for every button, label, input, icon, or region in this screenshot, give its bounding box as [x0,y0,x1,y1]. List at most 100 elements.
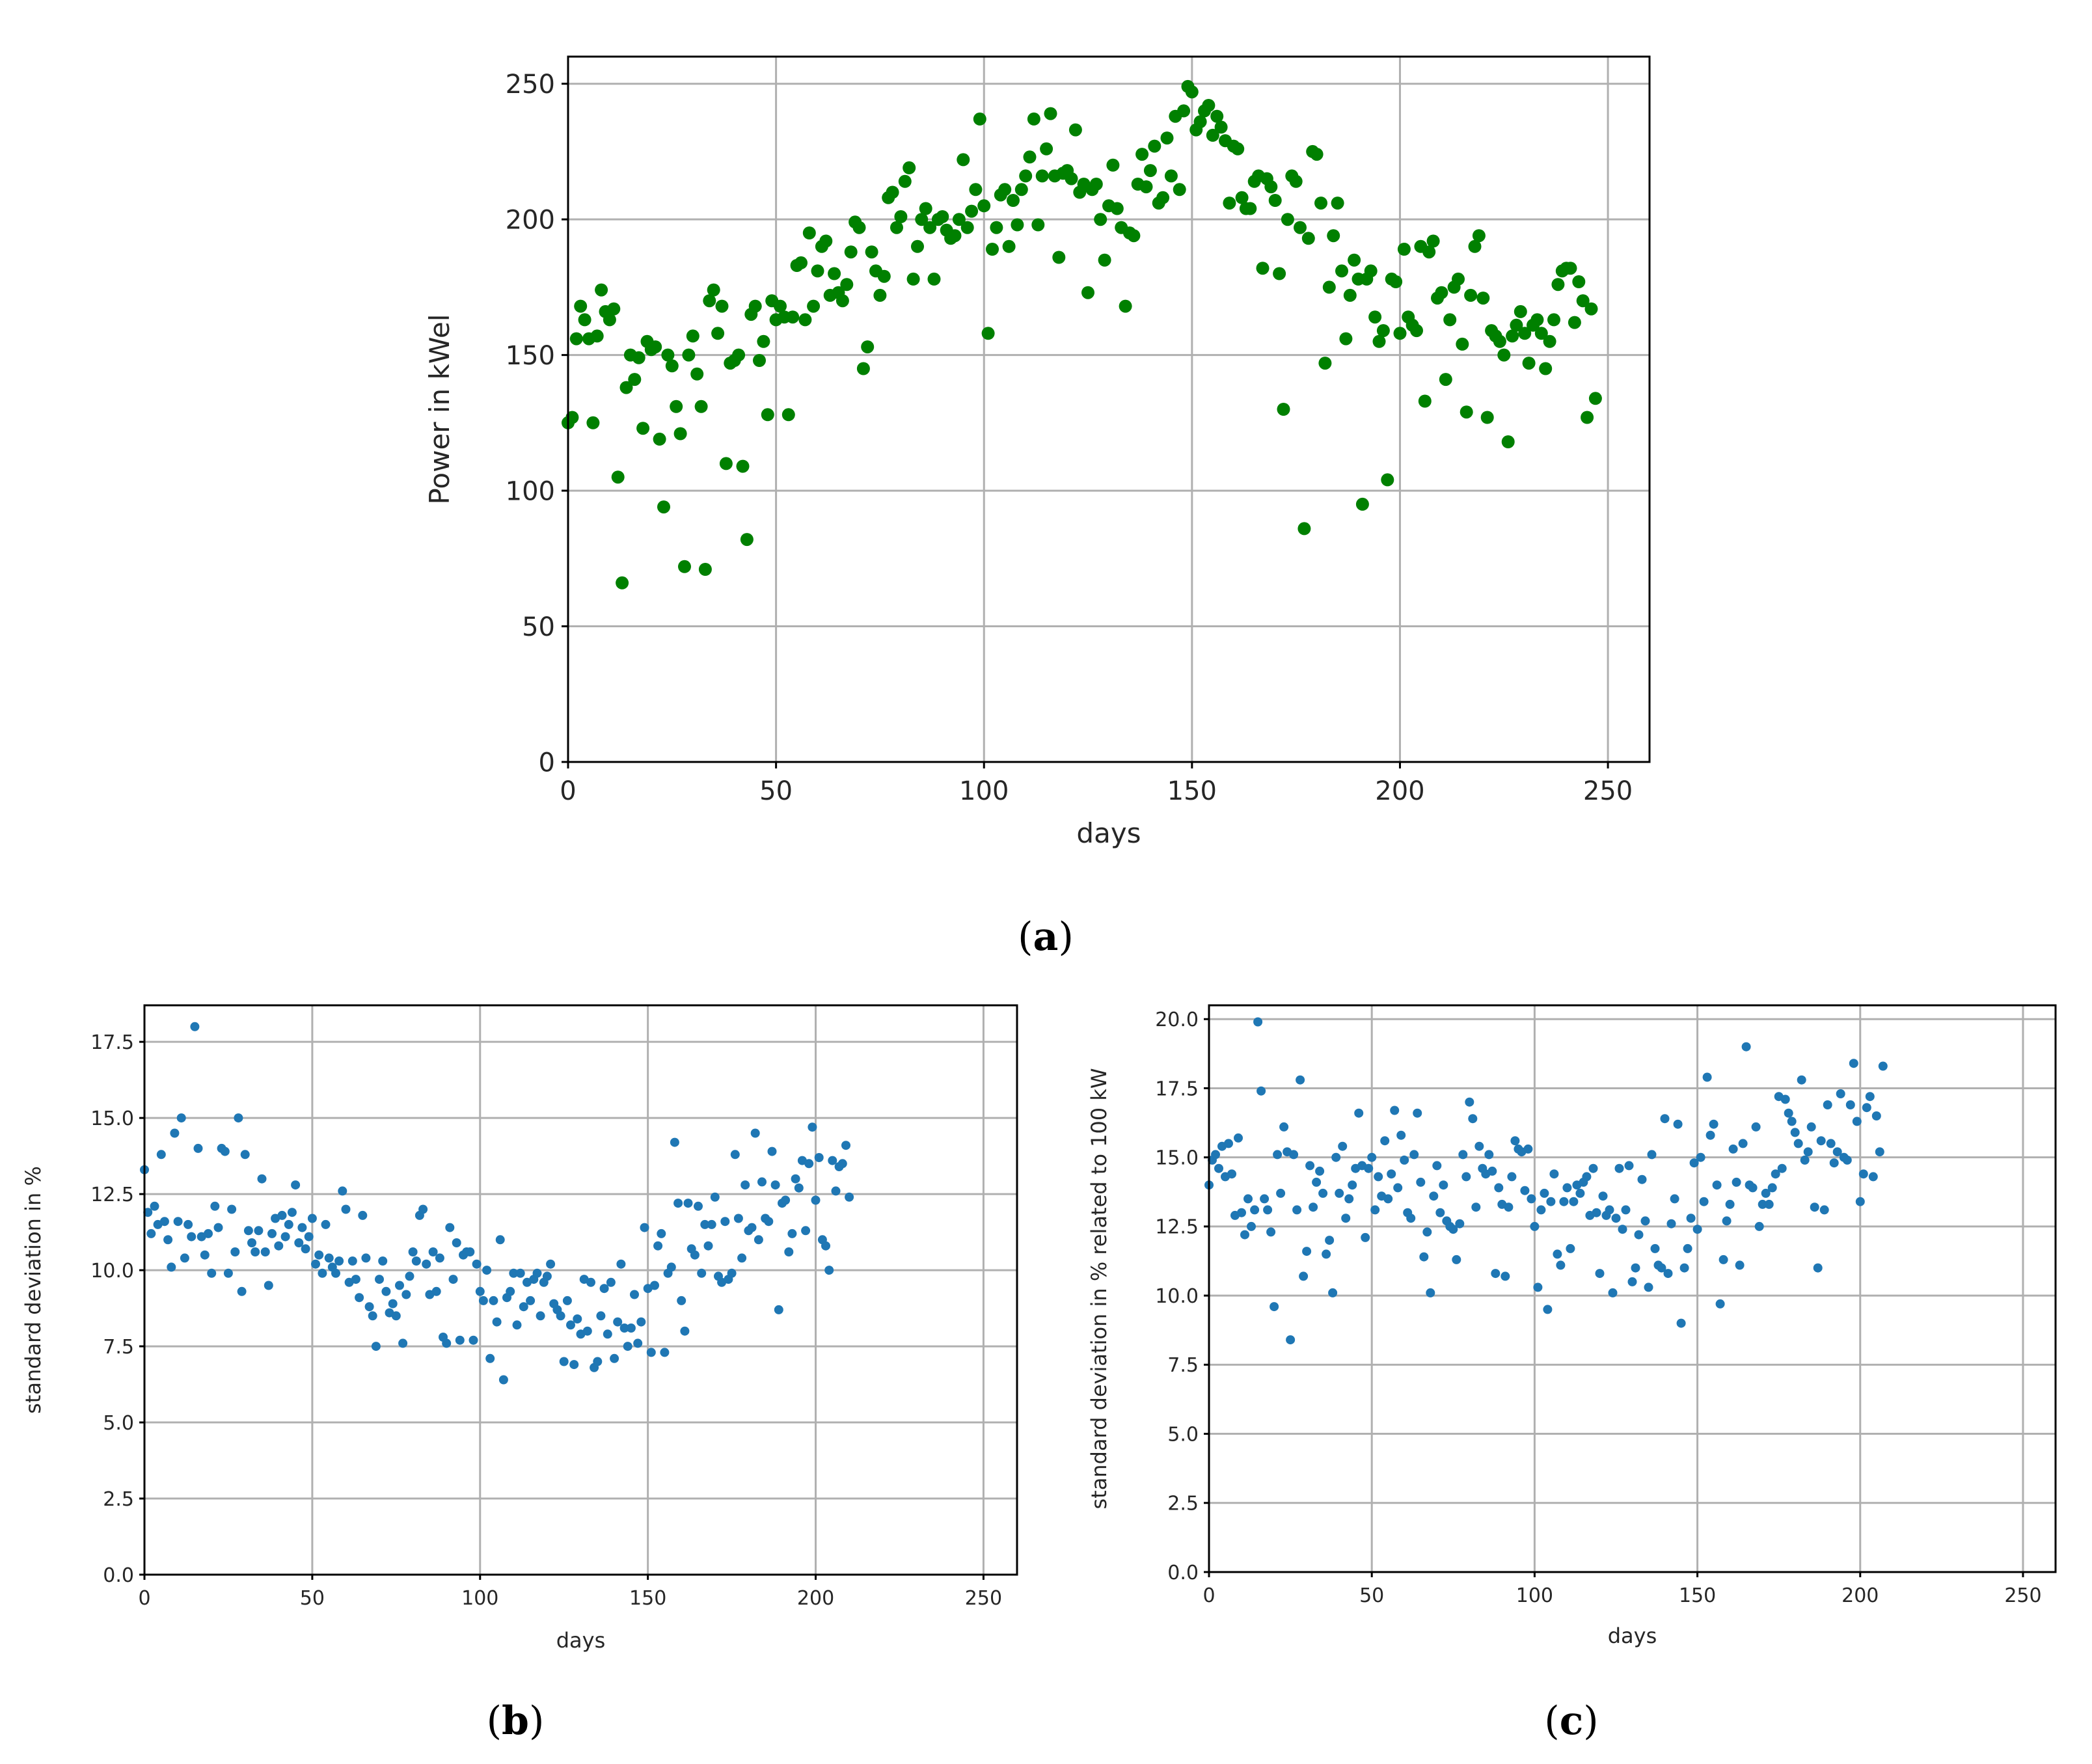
data-point [599,1284,609,1294]
x-tick-label: 200 [797,1587,834,1610]
data-point [562,1296,572,1305]
data-point [1771,1169,1780,1179]
y-tick-label: 20.0 [1155,1009,1199,1031]
data-point [200,1250,210,1260]
data-point [981,327,995,340]
data-point [391,1311,401,1321]
data-point [786,310,800,324]
data-point [903,161,916,174]
data-point [764,1217,774,1227]
data-point [1543,1305,1553,1314]
data-point [1211,1150,1220,1160]
data-point [707,283,720,297]
x-axis-label: days [556,1628,606,1653]
data-point [1202,99,1216,112]
data-point [1372,334,1386,348]
data-point [159,1217,169,1227]
data-point [156,1150,166,1160]
data-point [828,1156,837,1165]
data-point [1250,1205,1260,1215]
data-point [331,1268,340,1278]
data-point [1281,213,1294,226]
data-point [673,427,687,441]
data-point [1761,1188,1771,1198]
data-point [682,348,696,362]
data-point [1553,1249,1562,1259]
data-point [1823,1100,1832,1109]
data-point [1452,1255,1461,1264]
data-point [1506,329,1519,343]
data-point [411,1256,421,1266]
data-point [1534,327,1548,340]
data-point [364,1302,374,1312]
data-point [1390,1106,1400,1115]
data-point [1764,1199,1774,1209]
data-point [1297,522,1311,536]
data-point [1119,299,1132,313]
data-point [213,1223,223,1232]
data-point [1247,1221,1256,1231]
data-point [1193,115,1207,129]
data-point [626,1323,636,1333]
x-tick-label: 150 [629,1587,666,1610]
data-point [485,1353,495,1363]
data-point [1728,1144,1738,1154]
data-point [596,1311,606,1321]
data-point [1240,1230,1249,1240]
data-point [408,1247,418,1256]
data-point [1164,169,1178,183]
data-point [569,332,583,346]
data-point [1540,1188,1549,1198]
data-point [469,1335,478,1345]
data-point [700,1219,710,1229]
data-point [1343,288,1357,302]
data-point [740,1180,750,1190]
data-point [1455,1219,1465,1228]
data-point [1536,1205,1546,1215]
data-point [1031,218,1045,232]
data-point [1210,109,1224,123]
data-point [506,1286,515,1296]
data-point [1419,1252,1429,1262]
data-point [193,1143,203,1153]
data-point [1389,275,1403,288]
data-point [1666,1219,1676,1228]
data-point [632,351,645,364]
data-point [311,1259,320,1269]
y-tick-label: 15.0 [1155,1147,1199,1169]
data-point [1276,1188,1286,1198]
data-point [840,278,854,292]
data-point [1472,229,1486,243]
data-point [1564,262,1577,275]
data-point [890,221,903,234]
data-point [1422,1227,1432,1237]
data-point [819,234,833,248]
data-point [428,1247,438,1256]
data-point [227,1204,237,1214]
data-point [1836,1089,1845,1098]
data-point [736,459,750,473]
data-point [678,560,691,573]
data-point [807,299,821,313]
data-point [442,1338,452,1348]
data-point [711,327,725,340]
data-point [804,1159,814,1169]
data-point [1556,1260,1566,1270]
data-point [284,1219,293,1229]
data-point [1608,1288,1618,1297]
data-point [801,1226,811,1236]
data-point [536,1311,545,1321]
data-point [927,272,941,286]
data-point [1177,104,1191,118]
data-point [844,245,858,259]
data-point [1456,337,1469,351]
data-point [170,1128,180,1138]
data-point [1299,1271,1309,1281]
data-point [355,1293,364,1303]
data-point [1027,112,1040,126]
data-point [167,1262,176,1272]
data-point [1396,1130,1406,1140]
data-point [395,1281,404,1290]
data-point [747,1223,757,1232]
data-point [478,1296,488,1305]
